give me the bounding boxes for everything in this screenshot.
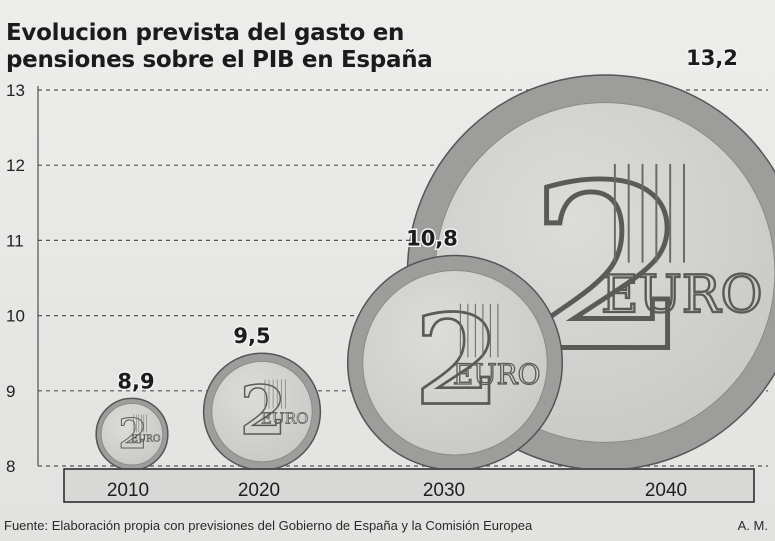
svg-text:2: 2 <box>240 371 287 450</box>
x-tick-label-2030: 2030 <box>423 480 465 501</box>
x-axis-band <box>63 468 755 503</box>
y-tick-label: 9 <box>6 382 15 401</box>
y-tick-label: 12 <box>6 156 25 175</box>
svg-text:EURO: EURO <box>261 409 309 427</box>
svg-text:EURO: EURO <box>601 265 763 325</box>
author-credit: A. M. <box>737 518 768 533</box>
chart-title: Evolucion prevista del gasto en pensione… <box>6 20 433 73</box>
y-tick-label: 11 <box>6 231 24 250</box>
source-note: Fuente: Elaboración propia con prevision… <box>4 518 533 533</box>
x-tick-label-2040: 2040 <box>645 480 687 501</box>
x-tick-label-2010: 2010 <box>107 480 149 501</box>
svg-text:EURO: EURO <box>453 358 541 391</box>
svg-text:EURO: EURO <box>131 433 161 444</box>
value-label-2020: 9,5 <box>233 324 270 348</box>
svg-text:2: 2 <box>414 288 500 433</box>
value-label-2010: 8,9 <box>117 369 154 393</box>
svg-text:2: 2 <box>118 409 147 458</box>
y-tick-label: 13 <box>6 81 25 100</box>
value-label-2030: 10,8 <box>406 226 458 250</box>
value-label-2040: 13,2 <box>686 46 738 70</box>
y-tick-label: 8 <box>6 457 15 476</box>
x-tick-label-2020: 2020 <box>238 480 280 501</box>
y-tick-label: 10 <box>6 307 25 326</box>
